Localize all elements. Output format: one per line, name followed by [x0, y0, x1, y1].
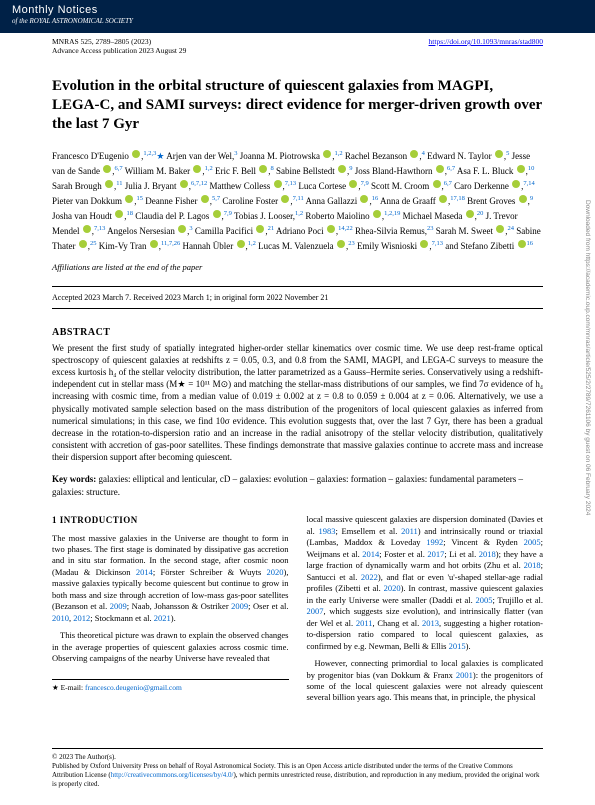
body-paragraph: local massive quiescent galaxies are dis… [307, 514, 544, 652]
body-paragraph: This theoretical picture was drawn to ex… [52, 630, 289, 664]
article-title: Evolution in the orbital structure of qu… [52, 77, 543, 133]
download-watermark: Downloaded from https://academic.oup.com… [584, 200, 591, 515]
corresponding-email: ★ E-mail: francesco.deugenio@gmail.com [52, 679, 289, 693]
author-list: Francesco D'Eugenio ,1,2,3★ Arjen van de… [52, 149, 543, 254]
body-paragraph: The most massive galaxies in the Univers… [52, 533, 289, 625]
doi-link[interactable]: https://doi.org/10.1093/mnras/stad800 [429, 37, 543, 46]
email-link[interactable]: francesco.deugenio@gmail.com [85, 683, 182, 692]
column-right: local massive quiescent galaxies are dis… [307, 514, 544, 710]
abstract-heading: ABSTRACT [52, 327, 543, 338]
section-1-heading: 1 INTRODUCTION [52, 514, 289, 526]
body-columns: 1 INTRODUCTION The most massive galaxies… [52, 514, 543, 710]
meta-row: MNRAS 525, 2789–2805 (2023) https://doi.… [0, 33, 595, 46]
article-dates: Accepted 2023 March 7. Received 2023 Mar… [52, 286, 543, 309]
advance-access: Advance Access publication 2023 August 2… [0, 46, 595, 59]
keywords-label: Key words: [52, 474, 96, 484]
body-paragraph: However, connecting primordial to local … [307, 658, 544, 704]
journal-name: Monthly Notices [12, 4, 583, 16]
abstract-text: We present the first study of spatially … [52, 342, 543, 463]
column-left: 1 INTRODUCTION The most massive galaxies… [52, 514, 289, 710]
keywords: Key words: galaxies: elliptical and lent… [52, 473, 543, 498]
affiliations-note: Affiliations are listed at the end of th… [52, 262, 543, 272]
citation: MNRAS 525, 2789–2805 (2023) [52, 37, 151, 46]
journal-banner: Monthly Notices of the ROYAL ASTRONOMICA… [0, 0, 595, 33]
keywords-text: galaxies: elliptical and lenticular, cD … [52, 474, 523, 497]
license-footer: © 2023 The Author(s). Published by Oxfor… [52, 748, 543, 805]
license-text: Published by Oxford University Press on … [52, 762, 543, 789]
journal-subtitle-line: of the ROYAL ASTRONOMICAL SOCIETY [12, 17, 583, 25]
copyright: © 2023 The Author(s). [52, 753, 543, 762]
